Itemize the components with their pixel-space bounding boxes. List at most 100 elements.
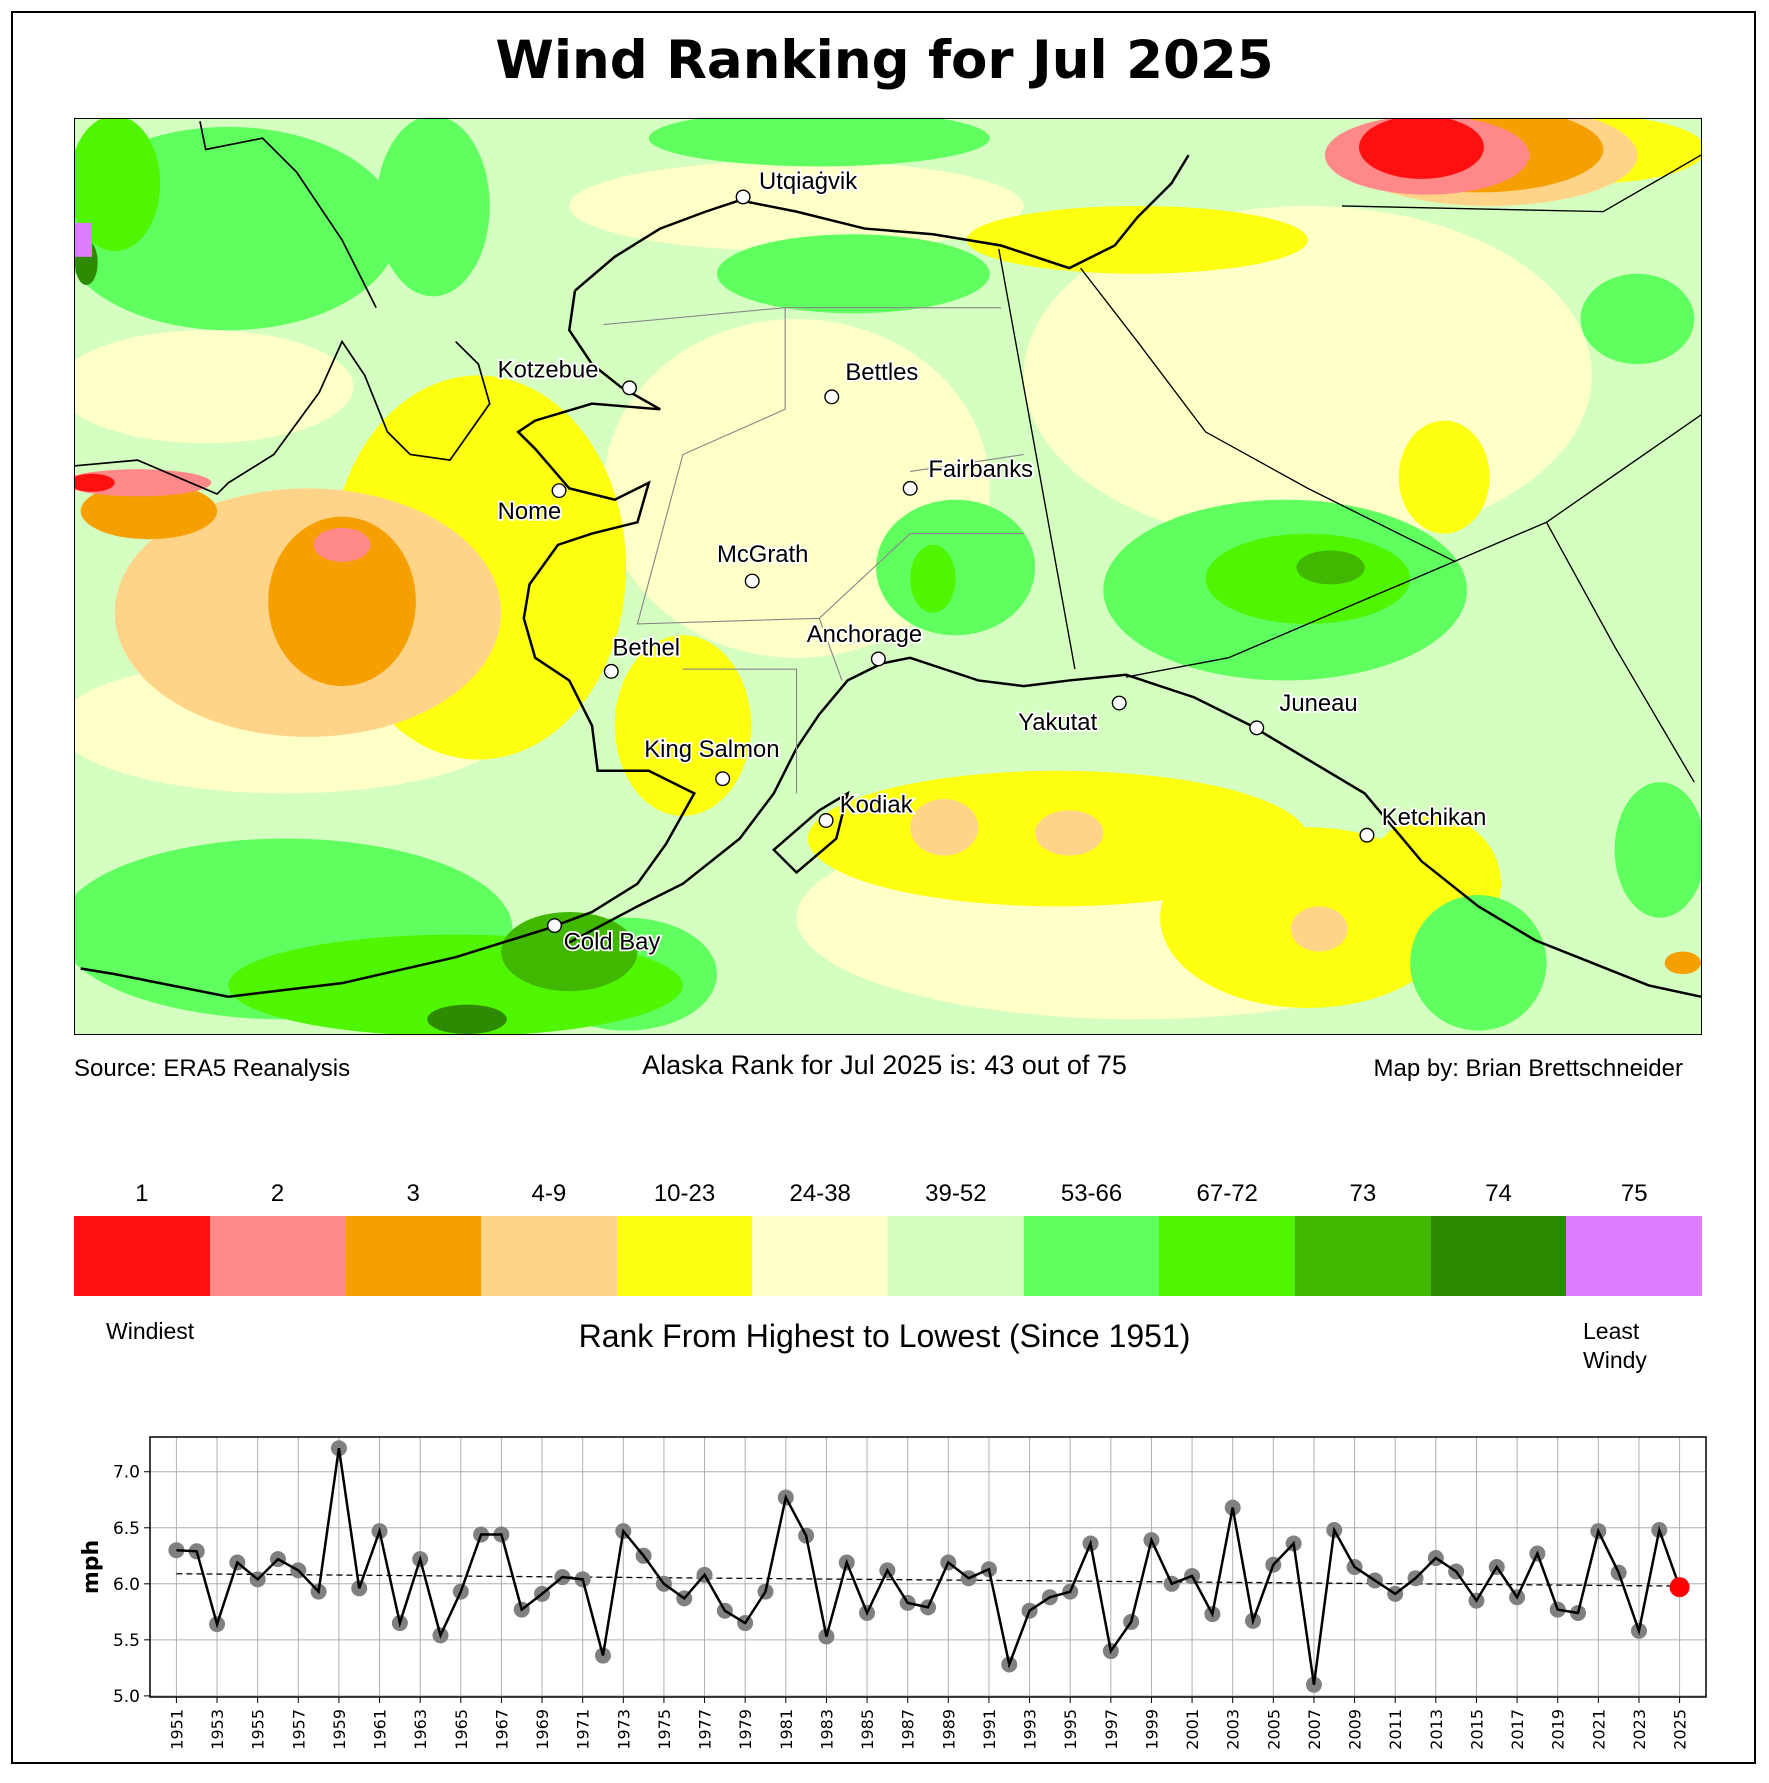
x-tick-label: 1953: [208, 1709, 227, 1750]
legend-swatch: [345, 1216, 482, 1296]
x-tick-label: 1967: [492, 1709, 511, 1750]
region-boundaries: [603, 307, 1024, 794]
y-tick-label: 5.5: [113, 1631, 140, 1651]
legend-swatch: [74, 1216, 210, 1296]
legend-labels: 1 2 3 4-9 10-23 24-38 39-52 53-66 67-72 73 74 75: [74, 1180, 1702, 1208]
legend-bin-label: 73: [1349, 1180, 1377, 1207]
x-tick-label: 2011: [1386, 1709, 1405, 1750]
x-tick-label: 2009: [1346, 1709, 1365, 1750]
wind-timeseries-chart: 1951 1953 1955 1957 1959 1961 1963 1965 1967 1969…: [79, 1436, 1707, 1750]
x-tick-label: 2017: [1508, 1709, 1527, 1750]
city-dot: [1249, 720, 1265, 736]
city-label: Bethel: [612, 635, 680, 662]
city-dot: [870, 651, 886, 667]
legend-swatch: [1023, 1216, 1160, 1296]
city-dot: [715, 771, 731, 787]
city-dot: [547, 918, 563, 934]
x-tick-label: 1973: [614, 1709, 633, 1750]
chart-grid: [150, 1437, 1706, 1697]
plot-frame: [149, 1436, 1707, 1698]
x-tick-label: 1999: [1142, 1709, 1161, 1750]
x-tick-label: 2021: [1589, 1709, 1608, 1750]
x-tick-label: 2019: [1549, 1709, 1568, 1750]
legend-bin-label: 74: [1485, 1180, 1512, 1207]
x-tick-label: 1989: [939, 1709, 958, 1750]
legend-windy-label: Windy: [1583, 1347, 1647, 1373]
city-label: Yakutat: [1018, 709, 1098, 736]
city-label: Fairbanks: [928, 456, 1033, 483]
city-label: Utqiaġvik: [759, 168, 857, 195]
alaska-rank-map: Utqiaġvik Kotzebue Bettles Fairbanks Nome McG…: [74, 118, 1702, 1035]
legend-title: Rank From Highest to Lowest (Since 1951): [578, 1318, 1191, 1354]
credit-text: Map by: Brian Brettschneider: [1373, 1055, 1683, 1082]
x-tick-label: 1971: [574, 1709, 593, 1750]
legend-bin-label: 75: [1620, 1180, 1648, 1207]
series-line: [176, 1448, 1681, 1685]
x-tick-label: 1957: [289, 1709, 308, 1750]
city-dot: [735, 189, 751, 205]
x-tick-label: 1975: [655, 1709, 674, 1750]
y-tick-label: 6.0: [113, 1575, 140, 1595]
legend-swatch: [616, 1216, 753, 1296]
legend-bin-label: 4-9: [531, 1180, 567, 1207]
legend-swatch: [1566, 1216, 1703, 1296]
legend-bin-label: 67-72: [1196, 1180, 1258, 1207]
legend-swatch: [888, 1216, 1024, 1296]
x-tick-label: 1987: [899, 1709, 918, 1750]
legend-bin-label: 3: [406, 1180, 420, 1207]
x-tick-label: 1997: [1102, 1709, 1121, 1750]
legend-windiest-label: Windiest: [106, 1318, 195, 1344]
x-tick-label: 1965: [452, 1709, 471, 1750]
trend-line: [176, 1573, 1680, 1587]
legend-bin-label: 39-52: [925, 1180, 987, 1207]
x-tick-label: 1961: [371, 1709, 390, 1750]
legend-bin-label: 53-66: [1060, 1180, 1123, 1207]
city-label: Kodiak: [840, 792, 913, 819]
legend-bin-label: 1: [135, 1180, 149, 1207]
legend-colorbar: [74, 1216, 1703, 1296]
x-tick-label: 1969: [533, 1709, 552, 1750]
city-dot: [621, 380, 637, 396]
coastlines: [75, 121, 1701, 998]
legend-bin-label: 10-23: [653, 1180, 716, 1207]
legend-bin-label: 24-38: [789, 1180, 851, 1207]
city-dot: [1111, 695, 1127, 711]
x-tick-label: 1985: [858, 1709, 877, 1750]
highlight-point: [1669, 1577, 1690, 1598]
city-dot: [818, 813, 834, 828]
x-tick-label: 2015: [1467, 1709, 1486, 1750]
y-tick-label: 5.0: [113, 1687, 140, 1707]
city-label: McGrath: [717, 541, 808, 568]
x-tick-label: 2023: [1630, 1709, 1649, 1750]
city-markers: Utqiaġvik Kotzebue Bettles Fairbanks Nome McG…: [496, 166, 1488, 957]
city-label: Ketchikan: [1382, 804, 1487, 831]
city-label: Nome: [498, 498, 562, 525]
city-label: Cold Bay: [564, 928, 661, 955]
x-tick-label: 1963: [411, 1709, 430, 1750]
x-tick-label: 1951: [167, 1709, 186, 1750]
x-tick-label: 1995: [1061, 1709, 1080, 1750]
figure-frame: [11, 11, 1756, 1764]
x-tick-label: 2001: [1183, 1709, 1202, 1750]
y-tick-label: 6.5: [113, 1519, 140, 1539]
x-tick-label: 2025: [1671, 1709, 1690, 1750]
source-text: Source: ERA5 Reanalysis: [74, 1055, 351, 1082]
x-tick-label: 2007: [1305, 1709, 1324, 1750]
city-label: Bettles: [845, 359, 918, 386]
legend-swatch: [1295, 1216, 1431, 1296]
x-tick-label: 1981: [777, 1709, 796, 1750]
city-dot: [1359, 827, 1375, 843]
x-tick-label: 1993: [1021, 1709, 1040, 1750]
y-tick-label: 7.0: [113, 1463, 140, 1483]
city-dot: [551, 483, 567, 499]
x-tick-label: 1991: [980, 1709, 999, 1750]
city-label: King Salmon: [644, 736, 779, 763]
x-tick-label: 1979: [736, 1709, 755, 1750]
city-dot: [902, 480, 918, 496]
x-tick-label: 1955: [249, 1709, 268, 1750]
city-dot: [744, 573, 760, 589]
legend-swatch: [481, 1216, 617, 1296]
alaska-rank-text: Alaska Rank for Jul 2025 is: 43 out of 7…: [642, 1050, 1127, 1080]
legend-swatch: [1159, 1216, 1296, 1296]
x-tick-label: 2013: [1427, 1709, 1446, 1750]
